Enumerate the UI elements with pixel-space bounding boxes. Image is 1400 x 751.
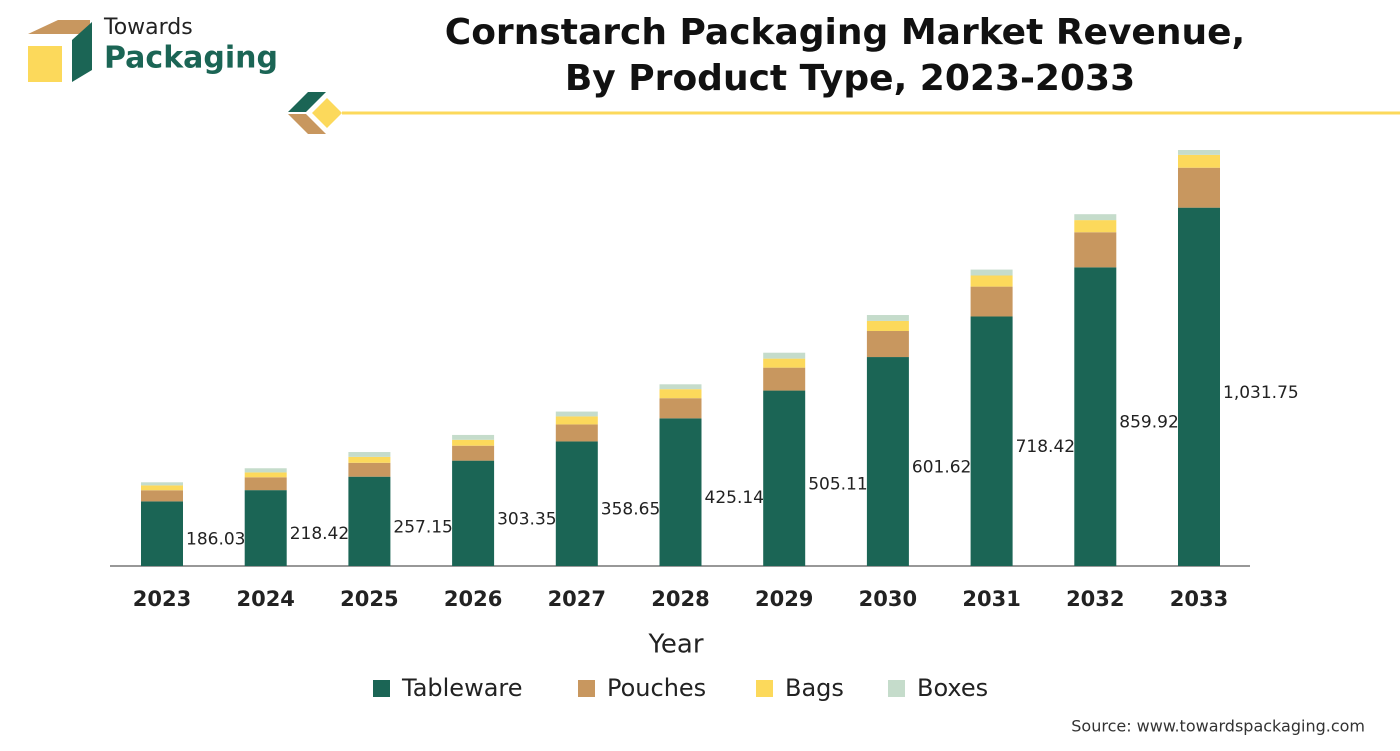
- bar-segment: [1074, 220, 1117, 233]
- bar-segment: [452, 439, 495, 446]
- bar-segment: [348, 476, 391, 566]
- x-tick-label: 2026: [444, 587, 502, 611]
- x-tick-label: 2023: [133, 587, 191, 611]
- bar-segment: [141, 485, 183, 491]
- divider-diamond: [312, 98, 342, 128]
- bar-segment: [244, 477, 287, 491]
- bar-segment: [970, 286, 1013, 317]
- bar-segment: [244, 472, 287, 478]
- x-tick-label: 2029: [755, 587, 813, 611]
- bar-segment: [659, 384, 702, 390]
- bar-segment: [659, 398, 702, 419]
- logo-front: [28, 46, 62, 82]
- legend-label: Tableware: [401, 674, 523, 702]
- x-tick-label: 2032: [1066, 587, 1124, 611]
- value-label: 601.62: [912, 458, 971, 478]
- value-label: 218.42: [290, 524, 349, 544]
- bar-segment: [1074, 267, 1117, 566]
- bar-segment: [1074, 232, 1117, 268]
- x-tick-label: 2033: [1170, 587, 1228, 611]
- x-tick-label: 2024: [236, 587, 294, 611]
- bar-segment: [348, 456, 391, 463]
- value-label: 859.92: [1119, 413, 1178, 433]
- bar-segment: [866, 357, 909, 566]
- bar-segment: [970, 275, 1013, 287]
- source: Source: www.towardspackaging.com: [1071, 717, 1365, 736]
- legend-label: Bags: [785, 674, 844, 702]
- bar-segment: [659, 418, 702, 566]
- legend-swatch: [373, 680, 390, 697]
- logo-side: [72, 22, 92, 82]
- logo-top: [28, 20, 90, 34]
- logo-line2: Packaging: [104, 41, 278, 76]
- bar-segment: [763, 367, 806, 391]
- bar-segment: [348, 452, 391, 457]
- bar-segment: [970, 316, 1013, 566]
- value-label: 425.14: [705, 488, 764, 508]
- bar-segment: [244, 468, 287, 473]
- bar-segment: [555, 424, 598, 442]
- x-axis-title: Year: [647, 630, 703, 660]
- x-tick-label: 2028: [651, 587, 709, 611]
- bar-segment: [555, 411, 598, 417]
- bar-segment: [1178, 150, 1220, 155]
- bar-segment: [244, 490, 287, 566]
- logo-line1: Towards: [103, 15, 193, 40]
- x-tick-label: 2027: [548, 587, 606, 611]
- bar-segment: [1178, 154, 1220, 168]
- chart-title: Cornstarch Packaging Market Revenue,: [445, 12, 1245, 53]
- bar-segment: [763, 358, 806, 368]
- bar-segment: [1178, 207, 1220, 566]
- divider-dark: [288, 92, 326, 112]
- bar-segment: [141, 490, 183, 502]
- value-label: 303.35: [497, 509, 556, 529]
- legend-swatch: [756, 680, 773, 697]
- bar-segment: [1074, 214, 1117, 221]
- bar-segment: [555, 441, 598, 566]
- bar-segment: [348, 462, 391, 477]
- bar-segment: [1178, 167, 1220, 208]
- value-label: 257.15: [393, 517, 452, 537]
- bar-segment: [866, 330, 909, 358]
- value-label: 505.11: [808, 474, 867, 494]
- divider: [288, 92, 1400, 134]
- bar-segment: [555, 416, 598, 425]
- legend-swatch: [888, 680, 905, 697]
- value-label: 1,031.75: [1223, 383, 1299, 403]
- bar-segment: [970, 269, 1013, 276]
- bar-segment: [452, 445, 495, 461]
- legend-swatch: [578, 680, 595, 697]
- x-tick-label: 2025: [340, 587, 398, 611]
- bar-segment: [763, 390, 806, 566]
- legend-label: Pouches: [607, 674, 706, 702]
- chart-subtitle: By Product Type, 2023-2033: [565, 58, 1135, 99]
- divider-tan: [288, 114, 326, 134]
- bar-segment: [452, 434, 495, 440]
- value-label: 186.03: [186, 530, 245, 550]
- x-tick-label: 2031: [962, 587, 1020, 611]
- value-label: 718.42: [1016, 437, 1075, 457]
- bar-segment: [141, 482, 183, 486]
- bar-segment: [866, 320, 909, 331]
- bar-segment: [659, 389, 702, 399]
- value-label: 358.65: [601, 500, 660, 520]
- legend-label: Boxes: [917, 674, 988, 702]
- bar-segment: [866, 315, 909, 321]
- x-tick-label: 2030: [859, 587, 917, 611]
- bar-segment: [763, 352, 806, 359]
- bar-segment: [141, 501, 183, 566]
- bar-segment: [452, 460, 495, 566]
- logo: Towards Packaging: [28, 15, 278, 82]
